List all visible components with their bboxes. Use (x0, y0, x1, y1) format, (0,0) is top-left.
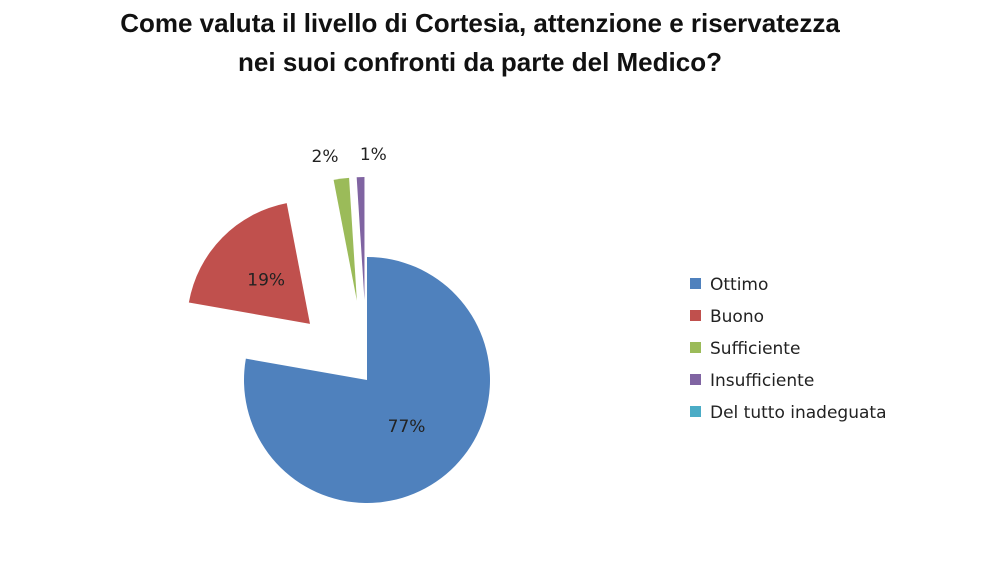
pie-slice (188, 203, 310, 324)
chart-title: Come valuta il livello di Cortesia, atte… (120, 8, 840, 77)
data-label: 19% (247, 271, 285, 291)
pie-slice (244, 257, 490, 503)
legend-label: Sufficiente (710, 339, 800, 359)
pie-slice (356, 177, 365, 301)
legend-label: Insufficiente (710, 371, 814, 391)
data-label: 1% (360, 145, 387, 165)
pie-slice (333, 177, 357, 301)
data-label: 2% (312, 147, 339, 167)
legend-swatch (690, 406, 701, 417)
legend-swatch (690, 310, 701, 321)
legend-label: Del tutto inadeguata (710, 403, 886, 423)
legend-label: Buono (710, 307, 764, 327)
legend-swatch (690, 374, 701, 385)
legend-label: Ottimo (710, 275, 768, 295)
legend-swatch (690, 342, 701, 353)
data-label: 77% (388, 417, 426, 437)
legend-swatch (690, 278, 701, 289)
